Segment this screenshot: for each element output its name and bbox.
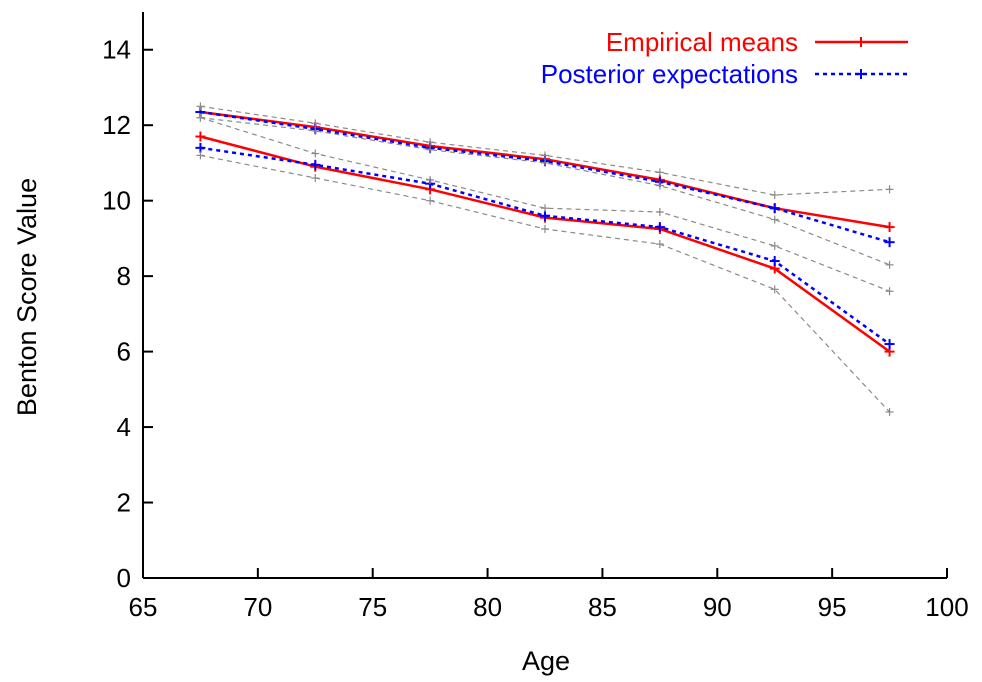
posterior-expectations-point-1-1 — [310, 159, 321, 170]
empirical-means-point-1-0 — [195, 131, 206, 142]
posterior-expectations-point-1-5 — [769, 256, 780, 267]
y-tick-label-6: 6 — [117, 337, 131, 367]
interval-2-point-1-3 — [541, 158, 549, 167]
interval-2-point-3-1 — [311, 174, 320, 183]
interval-2-line-0 — [200, 105, 890, 196]
posterior-expectations-line-0 — [200, 110, 890, 244]
y-tick-label-4: 4 — [117, 412, 131, 442]
interval-2-line-1 — [200, 117, 890, 266]
interval-2-point-0-6 — [885, 185, 894, 194]
y-tick-label-8: 8 — [117, 261, 131, 291]
x-tick-label-90: 90 — [703, 592, 732, 622]
x-axis-title: Age — [522, 646, 570, 676]
posterior-expectations-point-1-6 — [884, 339, 895, 350]
interval-2-line-3 — [200, 154, 891, 413]
interval-2-point-0-2 — [426, 138, 435, 147]
interval-2-point-3-5 — [770, 285, 779, 294]
interval-2-point-1-5 — [770, 215, 779, 224]
interval-2-point-2-5 — [770, 241, 779, 250]
interval-2-point-3-2 — [426, 196, 435, 205]
y-tick-label-0: 0 — [117, 563, 131, 593]
posterior-expectations-point-1-3 — [540, 210, 550, 221]
interval-2-point-2-0 — [196, 113, 205, 122]
x-tick-label-70: 70 — [243, 592, 272, 622]
interval-2-point-0-1 — [311, 119, 320, 128]
interval-2-point-0-4 — [655, 168, 664, 177]
interval-2-point-2-4 — [655, 207, 664, 216]
y-axis-title: Benton Score Value — [12, 178, 42, 416]
x-tick-label-95: 95 — [818, 592, 847, 622]
interval-2-point-2-1 — [311, 149, 320, 158]
interval-2-point-3-3 — [541, 224, 549, 233]
x-tick-label-85: 85 — [588, 592, 617, 622]
y-tick-label-2: 2 — [117, 488, 131, 518]
interval-2-point-2-3 — [541, 204, 549, 213]
interval-2-point-1-6 — [885, 260, 894, 269]
interval-2-point-2-6 — [885, 287, 894, 296]
interval-2-point-1-4 — [655, 181, 664, 190]
x-tick-label-80: 80 — [473, 592, 502, 622]
posterior-expectations-line-1 — [200, 146, 891, 346]
interval-2-point-0-3 — [541, 151, 549, 160]
posterior-expectations-point-1-4 — [654, 222, 665, 233]
x-tick-label-75: 75 — [358, 592, 387, 622]
interval-2-point-3-0 — [196, 151, 205, 160]
interval-2-point-3-6 — [885, 407, 894, 416]
empirical-means-point-0-6 — [884, 222, 895, 233]
interval-2-point-0-0 — [196, 102, 205, 111]
legend-label-posterior-expectations: Posterior expectations — [541, 59, 798, 89]
interval-2-point-1-2 — [426, 145, 435, 154]
posterior-expectations-point-0-6 — [884, 237, 895, 248]
interval-2-point-3-4 — [655, 240, 664, 249]
x-tick-label-65: 65 — [129, 592, 158, 622]
x-tick-label-100: 100 — [925, 592, 968, 622]
y-tick-label-10: 10 — [102, 186, 131, 216]
y-tick-label-12: 12 — [102, 110, 131, 140]
interval-2-point-1-1 — [311, 126, 320, 135]
posterior-expectations-point-0-5 — [769, 203, 780, 214]
interval-2-point-2-2 — [426, 175, 435, 184]
legend-label-empirical-means: Empirical means — [606, 27, 798, 57]
plot-marks — [195, 102, 895, 416]
empirical-means-line-1 — [200, 135, 891, 353]
posterior-expectations-point-1-0 — [195, 142, 206, 153]
axes: 65 70 75 80 85 90 95 100 0 2 4 6 8 10 12 14 Age Benton Sc… — [12, 12, 969, 676]
interval-2-point-0-5 — [770, 191, 779, 200]
y-tick-label-14: 14 — [102, 35, 131, 65]
